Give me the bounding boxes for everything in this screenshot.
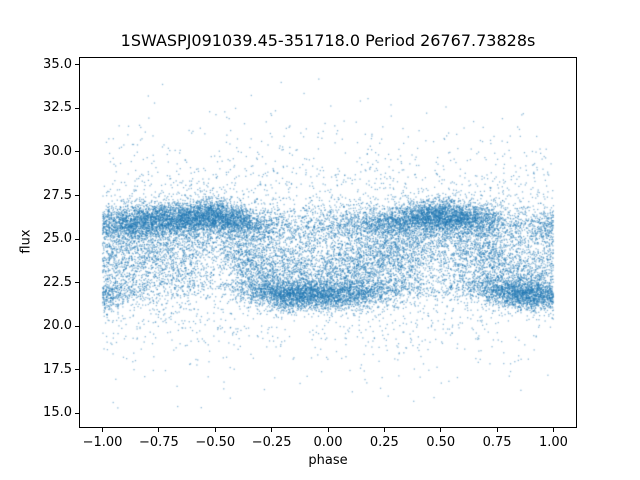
chart-title: 1SWASPJ091039.45-351718.0 Period 26767.7… bbox=[120, 31, 536, 50]
y-tick-mark bbox=[75, 64, 79, 66]
y-tick-label: 17.5 bbox=[43, 361, 72, 377]
y-tick-label: 30.0 bbox=[43, 143, 72, 159]
y-tick-label: 20.0 bbox=[43, 318, 72, 334]
x-axis-label: phase bbox=[308, 453, 348, 468]
y-tick-label: 22.5 bbox=[43, 274, 72, 290]
x-tick-mark bbox=[552, 428, 554, 432]
x-tick-label: 1.00 bbox=[538, 435, 568, 450]
x-tick-mark bbox=[271, 428, 273, 432]
x-tick-mark bbox=[327, 428, 329, 432]
y-tick-label: 25.0 bbox=[43, 231, 72, 247]
y-tick-label: 35.0 bbox=[43, 56, 72, 72]
scatter-points-canvas bbox=[80, 58, 576, 427]
x-tick-label: 0.50 bbox=[426, 435, 456, 450]
x-tick-label: −1.00 bbox=[82, 435, 123, 450]
y-tick-mark bbox=[75, 195, 79, 196]
y-tick-mark bbox=[75, 412, 79, 414]
x-tick-label: 0.25 bbox=[369, 435, 399, 450]
x-tick-label: −0.25 bbox=[251, 435, 292, 450]
y-tick-mark bbox=[75, 282, 79, 284]
y-tick-mark bbox=[75, 325, 79, 327]
y-tick-mark bbox=[75, 238, 79, 240]
x-tick-label: 0.75 bbox=[482, 435, 512, 450]
y-tick-mark bbox=[75, 151, 79, 153]
y-axis-label: flux bbox=[18, 229, 34, 254]
x-tick-mark bbox=[383, 428, 385, 432]
x-tick-mark bbox=[102, 428, 104, 432]
x-tick-label: −0.75 bbox=[138, 435, 179, 450]
x-tick-mark bbox=[158, 428, 160, 432]
y-tick-mark bbox=[75, 369, 79, 371]
x-tick-mark bbox=[214, 428, 216, 432]
x-tick-label: −0.50 bbox=[195, 435, 236, 450]
y-tick-label: 32.5 bbox=[43, 100, 72, 116]
y-tick-label: 27.5 bbox=[43, 187, 72, 203]
x-tick-mark bbox=[496, 428, 498, 432]
x-tick-label: 0.00 bbox=[313, 435, 343, 450]
y-tick-mark bbox=[75, 107, 79, 109]
x-tick-mark bbox=[440, 428, 442, 432]
y-tick-label: 15.0 bbox=[43, 405, 72, 421]
